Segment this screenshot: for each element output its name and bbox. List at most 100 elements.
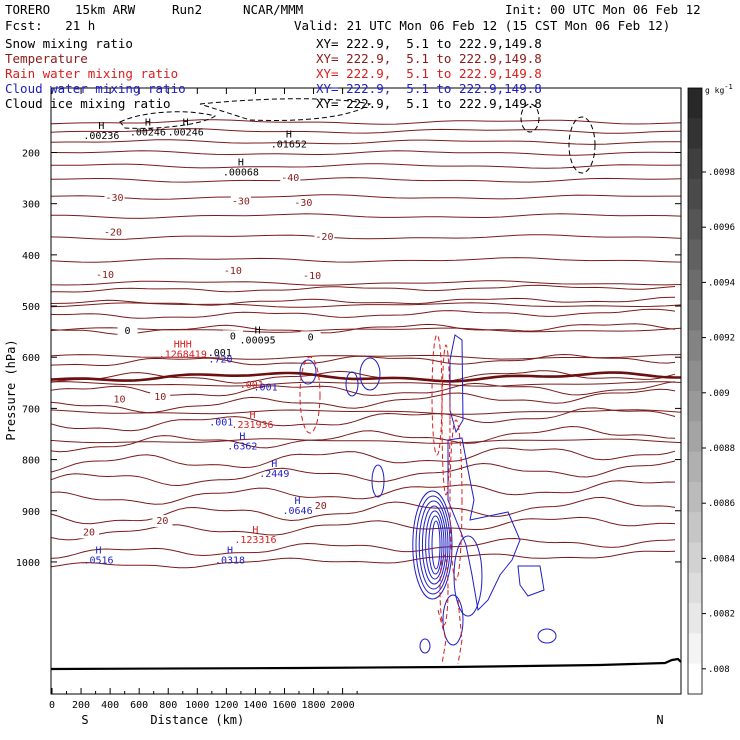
legend-name-cloud-water: Cloud water mixing ratio <box>5 81 186 96</box>
colorbar-tick-label: .0088 <box>708 444 735 454</box>
temperature-label-bg <box>280 172 301 185</box>
colorbar-swatch <box>688 633 702 665</box>
cloud-ice-contour <box>568 116 596 174</box>
legend-xy-rain: XY= 222.9, 5.1 to 222.9,149.8 <box>316 66 542 81</box>
isotherm-line <box>50 438 682 444</box>
legend-name-snow: Snow mixing ratio <box>5 36 133 51</box>
maximum-value: .1268419 <box>159 350 207 361</box>
colorbar-swatch <box>688 512 702 543</box>
colorbar-swatch <box>688 148 702 180</box>
maximum-marker: H <box>252 525 258 536</box>
isotherm-line <box>50 177 682 183</box>
temperature-label: -10 <box>303 271 321 282</box>
grid-spec: 15km ARW <box>75 2 136 17</box>
temperature-label: -20 <box>315 232 333 243</box>
x-tick-label: 0 <box>49 700 55 711</box>
isotherm-line <box>50 447 676 473</box>
maximum-marker: H <box>271 459 277 470</box>
temperature-label-bg <box>95 268 116 281</box>
cloud-ice-contour <box>520 103 540 133</box>
colorbar-swatch <box>688 391 702 422</box>
temperature-label: -10 <box>96 270 114 281</box>
isotherm-line <box>50 234 682 240</box>
maximum-value: .6362 <box>227 441 257 452</box>
temperature-label: 10 <box>154 392 166 403</box>
legend-xy-snow: XY= 222.9, 5.1 to 222.9,149.8 <box>316 36 542 51</box>
isotherm-line <box>50 353 676 366</box>
colorbar-swatch <box>688 603 702 634</box>
y-tick-label: 200 <box>22 149 40 160</box>
colorbar-swatch <box>688 118 702 150</box>
temperature-label: 10 <box>114 394 126 405</box>
temperature-label: 0 <box>308 332 314 343</box>
colorbar-swatch <box>688 572 702 604</box>
axes-layer: 0 200 400 600 800 1000 1200 1400 1600 1800 2000200… <box>4 87 682 727</box>
colorbar-swatch <box>688 300 702 331</box>
temperature-label-bg <box>152 515 173 528</box>
temperature-label-bg <box>79 526 100 539</box>
colorbar-tick-label: .0094 <box>708 278 735 288</box>
colorbar-swatch <box>688 481 702 513</box>
maximum-marker: H <box>227 545 233 556</box>
maximum-value: .0646 <box>283 506 313 517</box>
temperature-label-bg <box>302 269 323 282</box>
x-tick-label: 1000 <box>185 700 209 711</box>
isotherm-line <box>50 119 682 125</box>
temperature-label-bg <box>109 393 130 406</box>
y-tick-label: 600 <box>22 353 40 364</box>
x-tick-label: 1600 <box>272 700 296 711</box>
colorbar-swatch <box>688 330 702 362</box>
legend-name-rain: Rain water mixing ratio <box>5 66 179 81</box>
maximum-value: .00246 <box>130 128 166 139</box>
colorbar-tick-label: .0098 <box>708 168 735 178</box>
colorbar-unit: g kg-1 <box>705 83 733 95</box>
cloud-water-contour <box>418 500 449 590</box>
plot-frame <box>50 87 682 695</box>
cloud-water-contour <box>412 490 453 600</box>
temperature-label-bg <box>103 226 124 239</box>
isotherm-line <box>50 194 681 200</box>
isotherm-line <box>50 407 676 432</box>
isotherm-line <box>50 460 676 487</box>
maximum-value: .00068 <box>223 168 259 179</box>
label-layer: -40 -30 -30 -30 -20 -20 -10 -10 -10 0 0 0 10 10 20 20 20… <box>79 118 335 566</box>
cloud-water-contour <box>428 515 443 575</box>
model-name: TORERO <box>5 2 51 17</box>
rain-water-contour <box>437 609 447 665</box>
y-tick-label: 1000 <box>16 558 40 569</box>
temperature-label: -20 <box>104 227 122 238</box>
isotherm-line <box>50 308 676 319</box>
x-tick-label: 200 <box>72 700 90 711</box>
colorbar-swatch <box>688 542 702 574</box>
temperature-label: -30 <box>105 193 123 204</box>
x-tick-label: 1800 <box>301 700 325 711</box>
cloud-water-contour <box>419 638 431 654</box>
terrain-line <box>50 657 682 671</box>
maximum-marker: H <box>145 118 151 129</box>
maximum-value: .00236 <box>83 131 119 142</box>
maximum-value: .001 <box>240 380 264 391</box>
temperature-label-bg <box>117 325 138 338</box>
maximum-value: .00095 <box>240 335 276 346</box>
temperature-label: 0 <box>230 331 236 342</box>
x-tick-label: 400 <box>101 700 119 711</box>
run-name: Run2 <box>172 2 203 17</box>
legend-xy-cloud-water: XY= 222.9, 5.1 to 222.9,149.8 <box>316 81 542 96</box>
isotherm-line <box>50 496 676 525</box>
isotherm-line <box>50 150 682 156</box>
legend-xy-temperature: XY= 222.9, 5.1 to 222.9,149.8 <box>316 51 542 66</box>
colorbar-swatch <box>688 360 702 392</box>
rain-water-contour <box>439 554 449 626</box>
isotherm-line <box>50 381 682 387</box>
isotherm-line <box>51 284 676 293</box>
isotherm-line <box>50 537 676 559</box>
legend-name-temperature: Temperature <box>5 51 88 66</box>
maximum-marker: H <box>255 325 261 336</box>
maximum-value: .0516 <box>83 555 113 566</box>
source-org: NCAR/MMM <box>243 2 304 17</box>
cloud-water-contour <box>371 464 385 498</box>
rain-water-contour <box>441 344 451 496</box>
isotherm-line <box>50 409 682 415</box>
valid-time: Valid: 21 UTC Mon 06 Feb 12 (15 CST Mon … <box>294 18 671 33</box>
